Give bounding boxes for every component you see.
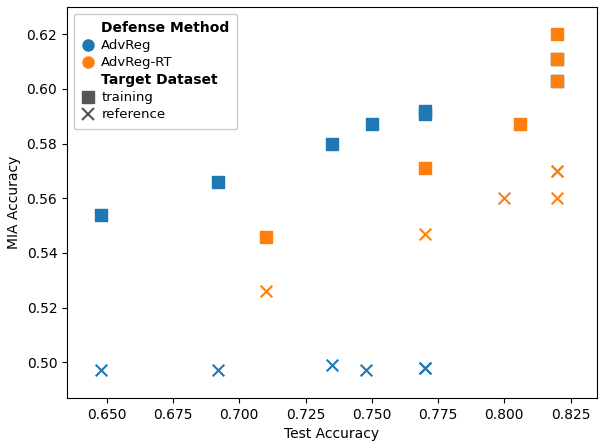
Point [420,230,429,237]
Point [213,367,223,374]
Point [97,367,106,374]
Point [327,362,337,369]
Point [420,364,429,371]
Point [362,367,371,374]
Point [553,168,562,175]
Point [553,77,562,84]
X-axis label: Test Accuracy: Test Accuracy [284,427,379,441]
Point [515,121,525,128]
Point [420,164,429,172]
Point [420,110,429,117]
Point [553,168,562,175]
Point [97,211,106,218]
Point [553,55,562,62]
Point [553,195,562,202]
Y-axis label: MIA Accuracy: MIA Accuracy [7,155,21,249]
Point [261,288,271,295]
Point [553,31,562,38]
Point [327,140,337,147]
Point [420,364,429,371]
Point [553,55,562,62]
Point [213,178,223,185]
Point [261,233,271,240]
Point [420,107,429,114]
Point [500,195,509,202]
Point [553,77,562,84]
Point [367,121,377,128]
Legend: Defense Method, AdvReg, AdvReg-RT, Target Dataset, training, reference: Defense Method, AdvReg, AdvReg-RT, Targe… [74,13,237,129]
